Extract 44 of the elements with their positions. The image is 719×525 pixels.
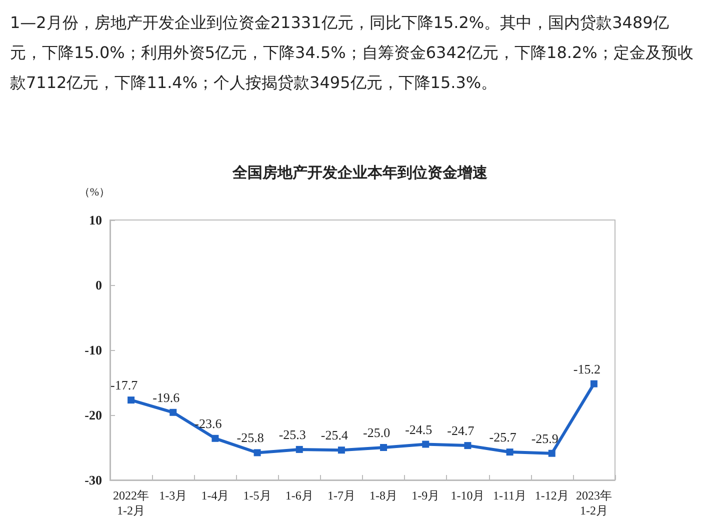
data-label: -25.4 <box>320 428 348 443</box>
data-label: -25.0 <box>362 425 390 440</box>
x-tick-label: 1-9月 <box>412 488 440 502</box>
point <box>296 446 303 453</box>
y-tick-label: -10 <box>84 342 102 358</box>
data-label: -23.6 <box>194 416 222 431</box>
data-label: -25.8 <box>236 430 264 446</box>
point <box>338 446 345 454</box>
x-tick-label: 1-6月 <box>285 488 314 502</box>
chart-title: 全国房地产开发企业本年到位资金增速 <box>232 164 488 182</box>
point <box>212 434 219 442</box>
x-tick-label: 1-4月 <box>201 488 230 502</box>
point <box>506 448 514 456</box>
x-tick-label: 1-7月 <box>327 488 356 502</box>
x-tick-label: 2022年 1-2月 <box>113 488 150 518</box>
x-tick-label: 1-3月 <box>159 488 188 502</box>
data-label: -19.6 <box>152 390 180 405</box>
point <box>590 380 598 388</box>
data-label: -25.3 <box>278 426 306 442</box>
x-tick-label: 1-11月 <box>493 488 527 502</box>
x-tick-label: 1-8月 <box>370 488 398 502</box>
data-label: -17.7 <box>110 378 138 393</box>
x-tick-label: 1-12月 <box>534 488 569 502</box>
x-tick-label: 1-10月 <box>450 488 485 502</box>
x-tick-label: 1-5月 <box>243 488 272 502</box>
y-axis-title: （%） <box>78 186 110 198</box>
data-label: -15.2 <box>573 361 601 376</box>
data-label: -24.7 <box>447 423 475 438</box>
point <box>422 440 430 448</box>
y-tick-label: 0 <box>96 278 102 292</box>
data-label: -25.9 <box>531 430 558 446</box>
point <box>170 408 177 416</box>
point <box>548 450 556 457</box>
y-tick-label: 10 <box>89 212 102 228</box>
point <box>464 442 472 450</box>
data-label: -24.5 <box>405 422 432 437</box>
data-label: -25.7 <box>489 430 517 445</box>
y-tick-label: -30 <box>84 472 102 488</box>
text: 1—2月份，房地产开发企业到位资金21331亿元，同比下降15.2%。其中，国内贷款3489亿元，下降15.0%；利用外资5亿元，下降34.5%；自筹资金6342亿元，下降18.2%；定金及预收款7112亿元，下降11.4%；个人按揭贷款3495亿元，下降15.3%。 <box>10 12 694 94</box>
point <box>128 396 135 404</box>
x-tick-label: 2023年 1-2月 <box>576 488 612 518</box>
y-tick-label: -20 <box>84 408 102 422</box>
point <box>254 449 261 456</box>
point <box>380 444 388 451</box>
